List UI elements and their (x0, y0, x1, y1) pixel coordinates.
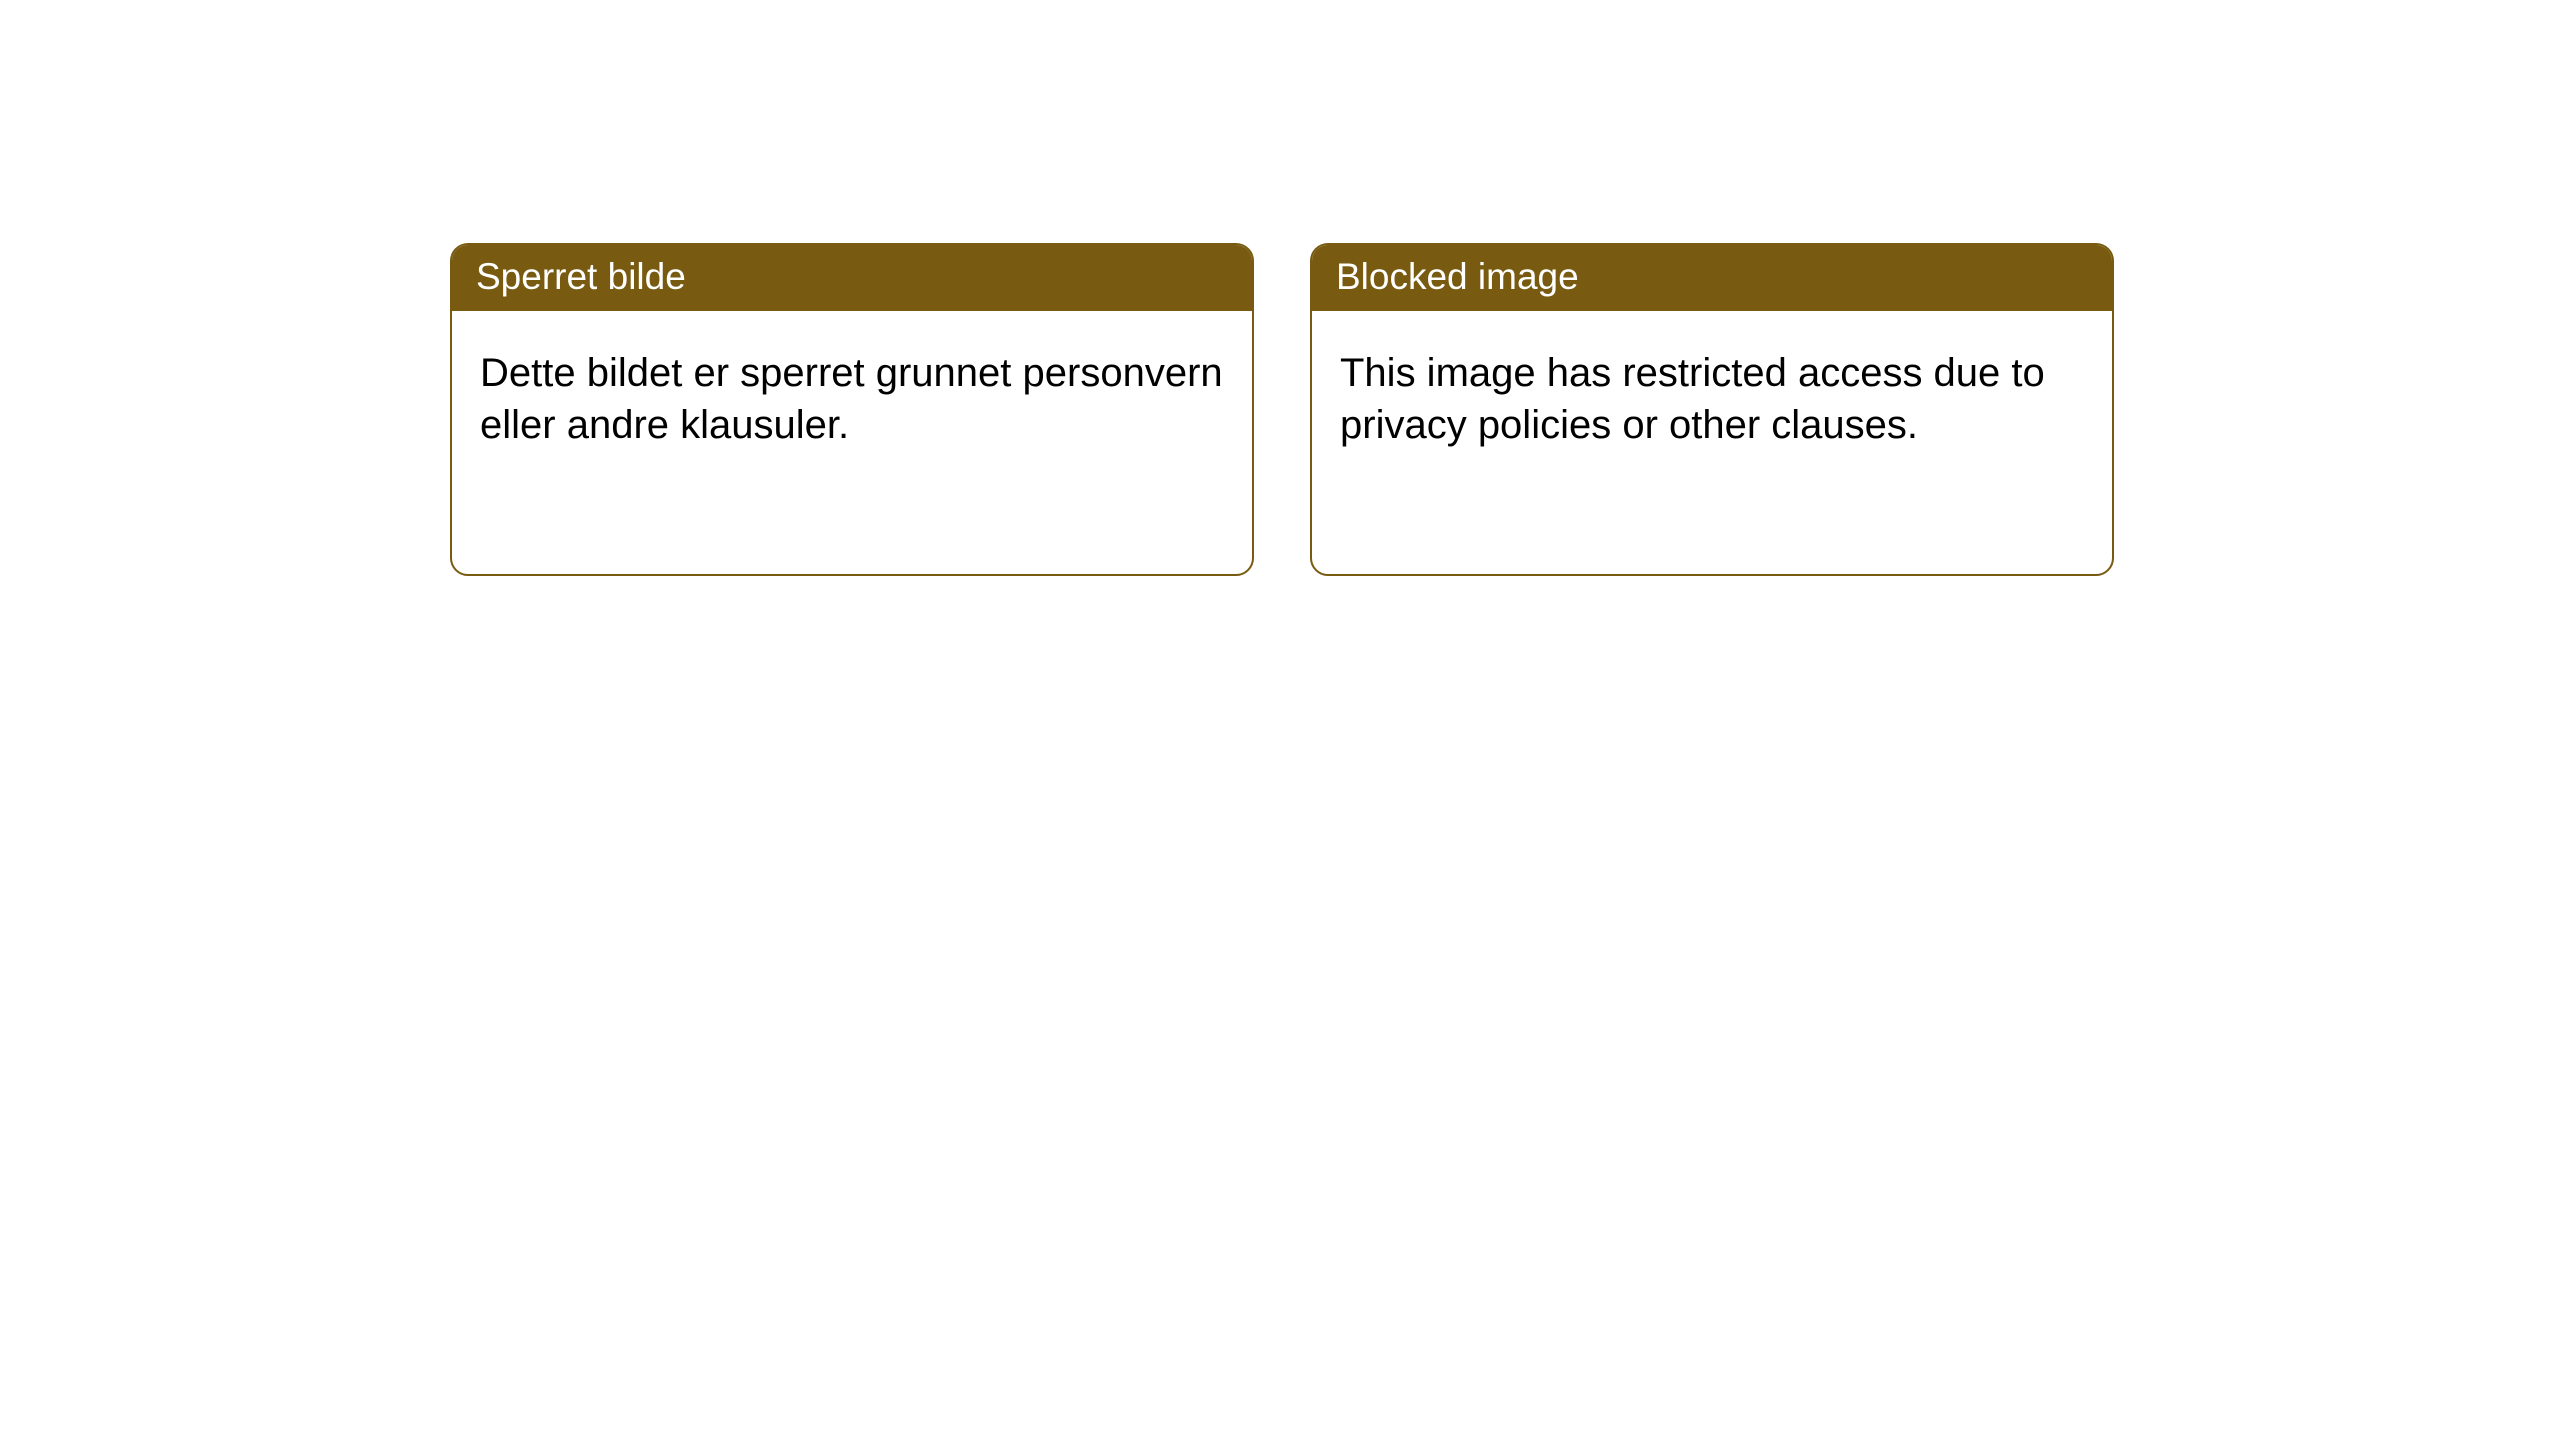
card-body: This image has restricted access due to … (1312, 311, 2112, 451)
card-title: Sperret bilde (476, 256, 686, 297)
card-message: This image has restricted access due to … (1340, 351, 2045, 447)
card-body: Dette bildet er sperret grunnet personve… (452, 311, 1252, 451)
card-header: Blocked image (1312, 245, 2112, 311)
blocked-image-card-no: Sperret bilde Dette bildet er sperret gr… (450, 243, 1254, 576)
card-header: Sperret bilde (452, 245, 1252, 311)
blocked-image-card-en: Blocked image This image has restricted … (1310, 243, 2114, 576)
card-title: Blocked image (1336, 256, 1579, 297)
notice-container: Sperret bilde Dette bildet er sperret gr… (0, 0, 2560, 576)
card-message: Dette bildet er sperret grunnet personve… (480, 351, 1223, 447)
